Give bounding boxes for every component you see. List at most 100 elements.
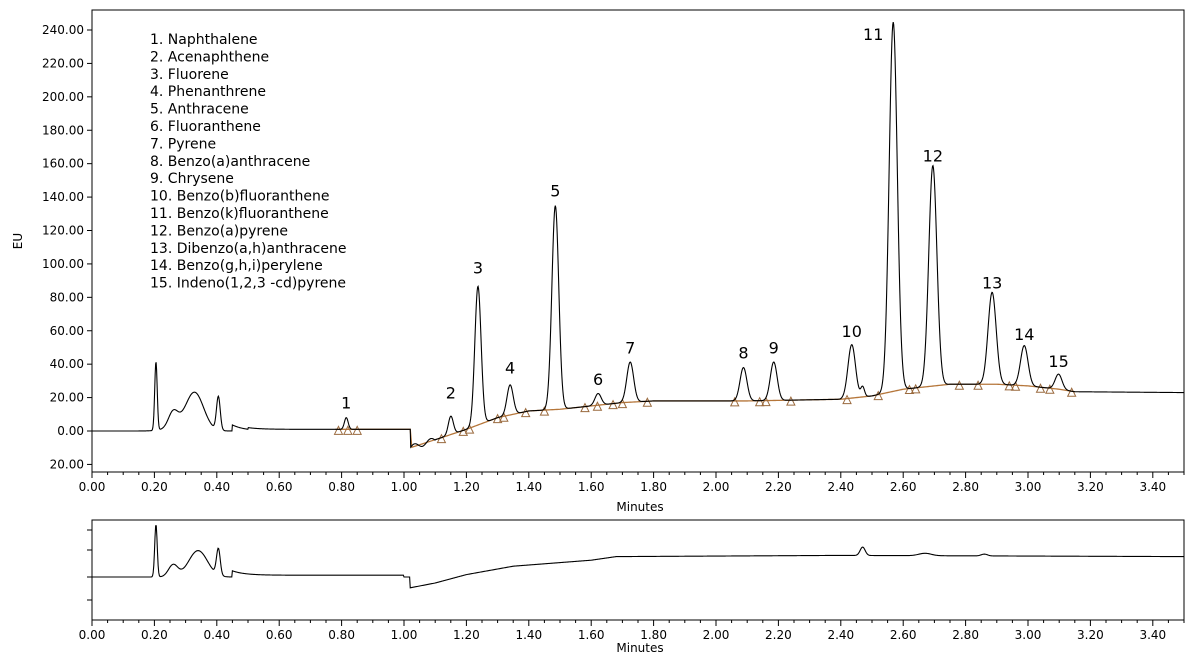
main-x-tick-label: 1.20 [453, 480, 480, 494]
integration-marker [352, 425, 363, 435]
main-x-tick-label: 1.40 [515, 480, 542, 494]
main-x-tick-label: 2.00 [703, 480, 730, 494]
integration-marker [333, 425, 344, 435]
integration-marker [580, 402, 590, 413]
main-y-tick-label: 240.00 [42, 23, 84, 37]
secondary-x-tick-label: 2.60 [890, 628, 917, 642]
main-y-axis-label: EU [11, 233, 25, 249]
main-y-tick-label: 140.00 [42, 190, 84, 204]
main-y-tick-label: 160.00 [42, 157, 84, 171]
secondary-x-tick-label: 0.60 [266, 628, 293, 642]
secondary-x-tick-label: 3.40 [1139, 628, 1166, 642]
integration-marker [786, 396, 796, 406]
main-x-tick-label: 2.80 [952, 480, 979, 494]
legend-entry: 2. Acenaphthene [150, 49, 269, 65]
legend-entry: 5. Anthracene [150, 102, 249, 118]
main-y-tick-label: 220.00 [42, 56, 84, 70]
peak-label: 1 [341, 394, 351, 413]
integration-marker [954, 380, 965, 390]
secondary-x-tick-label: 0.40 [203, 628, 230, 642]
main-y-tick-label: 60.00 [50, 324, 84, 338]
main-x-axis: 0.00 0.20 0.40 0.60 0.80 1.00 1.20 1.40 1.60 1.80… [79, 472, 1185, 494]
integration-marker [617, 398, 628, 409]
secondary-x-tick-label: 2.80 [952, 628, 979, 642]
main-x-tick-label: 0.00 [79, 480, 106, 494]
integration-marker [539, 405, 550, 416]
legend-entry: 6. Fluoranthene [150, 119, 261, 135]
peak-label: 13 [982, 273, 1002, 292]
main-x-tick-label: 1.80 [640, 480, 667, 494]
main-x-tick-label: 0.40 [203, 480, 230, 494]
main-y-tick-label: 100.00 [42, 257, 84, 271]
main-x-tick-label: 0.20 [141, 480, 168, 494]
peak-label: 11 [863, 25, 883, 44]
peak-label: 10 [842, 322, 862, 341]
legend-entry: 7. Pyrene [150, 136, 216, 152]
integration-marker [729, 396, 740, 407]
peak-label: 4 [505, 359, 515, 378]
peak-label: 2 [446, 384, 456, 403]
secondary-x-tick-label: 2.00 [703, 628, 730, 642]
peak-label: 8 [738, 344, 748, 363]
secondary-x-axis: 0.00 0.20 0.40 0.60 0.80 1.00 1.20 1.40 1.60 1.80… [79, 620, 1185, 642]
peak-label: 5 [550, 181, 560, 200]
main-chromatogram-trace [92, 22, 1184, 449]
integration-marker [1045, 384, 1055, 394]
integration-markers [333, 380, 1077, 444]
legend-entry: 13. Dibenzo(a,h)anthracene [150, 241, 346, 257]
secondary-y-axis [87, 529, 92, 601]
main-y-tick-label: 120.00 [42, 224, 84, 238]
peak-label: 12 [923, 146, 943, 165]
main-y-tick-label: 180.00 [42, 123, 84, 137]
integration-marker [754, 396, 765, 407]
legend-entry: 12. Benzo(a)pyrene [150, 223, 288, 239]
legend-entry: 11. Benzo(k)fluoranthene [150, 206, 329, 222]
integration-marker [1004, 380, 1015, 391]
legend-entry: 3. Fluorene [150, 67, 229, 83]
peak-label: 7 [625, 338, 635, 357]
integration-marker [761, 396, 771, 407]
integration-marker [842, 394, 852, 405]
main-y-tick-label: 40.00 [50, 357, 84, 371]
main-x-tick-label: 3.00 [1015, 480, 1042, 494]
integration-marker [973, 380, 983, 390]
main-x-tick-label: 3.40 [1139, 480, 1166, 494]
secondary-x-tick-label: 0.20 [141, 628, 168, 642]
secondary-x-tick-label: 1.20 [453, 628, 480, 642]
legend-entry: 15. Indeno(1,2,3 -cd)pyrene [150, 276, 346, 292]
main-y-axis: 240.00 220.00 200.00 180.00 160.00 140.00 120.… [42, 23, 92, 471]
peak-label: 6 [593, 370, 603, 389]
secondary-x-tick-label: 1.00 [391, 628, 418, 642]
secondary-x-tick-label: 0.80 [328, 628, 355, 642]
integration-marker [1066, 387, 1077, 397]
legend-entry: 1. Naphthalene [150, 32, 258, 48]
integration-marker [1035, 383, 1046, 393]
peak-label: 3 [473, 258, 483, 277]
integration-marker [1010, 381, 1021, 391]
peak-label: 14 [1014, 325, 1034, 344]
secondary-x-tick-label: 3.00 [1015, 628, 1042, 642]
main-x-tick-label: 2.60 [890, 480, 917, 494]
integration-marker [608, 399, 618, 410]
secondary-chromatogram-panel: 0.00 0.20 0.40 0.60 0.80 1.00 1.20 1.40 1.60 1.80… [79, 519, 1185, 655]
legend-entry: 4. Phenanthrene [150, 84, 266, 100]
peak-label: 15 [1048, 352, 1068, 371]
main-x-tick-label: 1.60 [578, 480, 605, 494]
main-chromatogram-panel: 240.00220.00200.00180.00160.00140.00120.… [11, 9, 1185, 514]
main-y-tick-label: 20.00 [50, 391, 84, 405]
secondary-x-tick-label: 2.20 [765, 628, 792, 642]
secondary-x-tick-label: 3.20 [1077, 628, 1104, 642]
integration-marker [642, 397, 653, 407]
main-x-tick-label: 1.00 [391, 480, 418, 494]
integration-marker [904, 384, 915, 395]
main-x-tick-label: 0.60 [266, 480, 293, 494]
integration-marker [592, 401, 603, 411]
integration-marker [520, 407, 531, 418]
secondary-x-tick-label: 1.40 [515, 628, 542, 642]
main-y-tick-label: 0.00 [57, 424, 84, 438]
legend-entry: 14. Benzo(g,h,i)perylene [150, 258, 323, 274]
integration-marker [499, 412, 509, 422]
secondary-x-tick-label: 0.00 [79, 628, 106, 642]
